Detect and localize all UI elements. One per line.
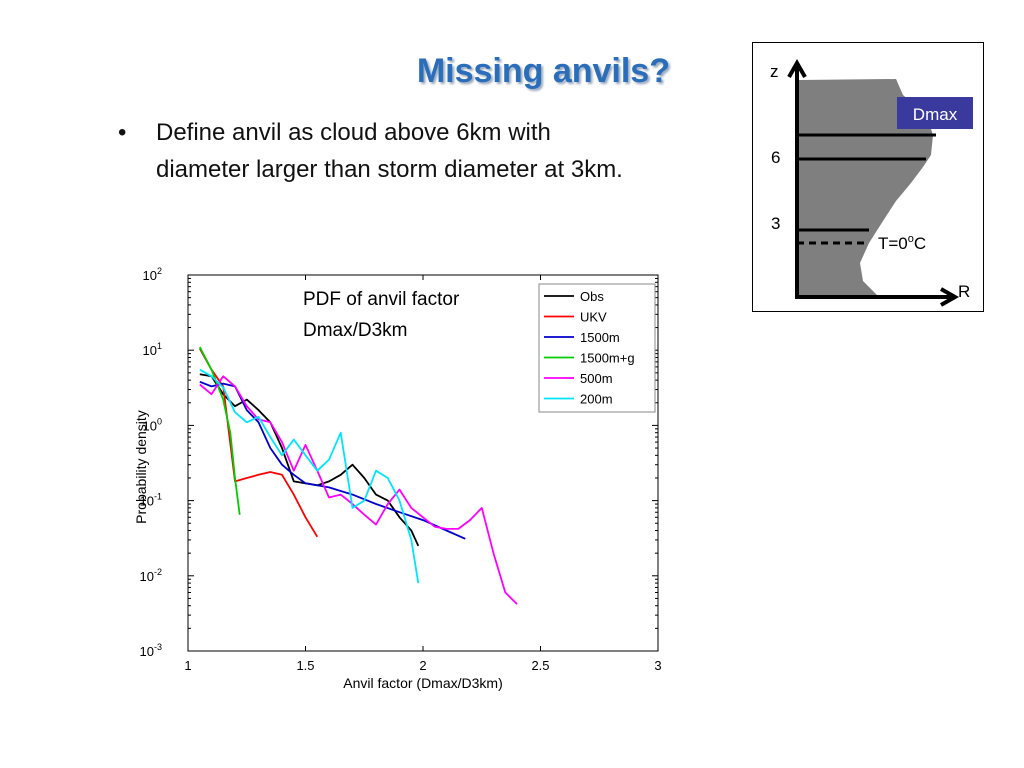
legend-box [538, 283, 656, 413]
y-tick-label: 10-3 [140, 642, 162, 659]
y-axis-label: Probability density [133, 410, 149, 524]
x-axis-label: Anvil factor (Dmax/D3km) [343, 675, 502, 691]
chart-series [199, 346, 518, 605]
r-axis-label: R [958, 282, 970, 301]
y-tick-exponent: 2 [157, 266, 162, 276]
y-tick-label: 10-1 [140, 492, 162, 509]
legend-label: 200m [580, 392, 613, 407]
freezing-level-label: T=0oC [878, 233, 926, 253]
x-tick-label: 2 [419, 658, 426, 673]
level-3-label: 3 [771, 214, 780, 233]
legend-label: Obs [580, 289, 604, 304]
y-tick-exponent: -2 [154, 567, 162, 577]
series-line-500m [199, 375, 518, 605]
y-tick-base: 10 [143, 418, 157, 433]
series-line-ukv [199, 348, 319, 538]
cloud-profile-shape [799, 79, 933, 295]
dmax-label: Dmax [913, 105, 958, 124]
z-axis-label: z [770, 62, 779, 81]
z-axis-arrowhead [787, 58, 807, 78]
y-tick-label: 100 [143, 416, 162, 433]
series-line-200m [199, 368, 420, 584]
y-tick-base: 10 [140, 569, 154, 584]
dmax-label-box [897, 97, 973, 129]
series-line-1500m [199, 380, 466, 540]
bullet-text: Define anvil as cloud above 6km with dia… [156, 119, 623, 183]
y-tick-base: 10 [143, 343, 157, 358]
y-tick-label: 101 [143, 341, 162, 358]
freezing-label-degree: o [908, 233, 914, 245]
legend-label: 1500m+g [580, 351, 635, 366]
chart-annotation-line1: PDF of anvil factor [303, 289, 460, 310]
anvil-schematic: Dmax z R 6 3 T=0oC [752, 42, 984, 312]
slide-title: Missing anvils? [416, 52, 670, 90]
legend-label: 500m [580, 371, 613, 386]
y-tick-exponent: 1 [157, 341, 162, 351]
x-tick-label: 3 [654, 658, 661, 673]
y-tick-exponent: -1 [154, 492, 162, 502]
r-axis-arrowhead [940, 287, 960, 307]
freezing-label-text: T=0 [878, 234, 908, 253]
series-line-1500m-g [199, 346, 241, 515]
x-tick-label: 1 [184, 658, 191, 673]
y-tick-exponent: 0 [157, 416, 162, 426]
x-tick-label: 2.5 [531, 658, 549, 673]
y-tick-exponent: -3 [154, 642, 162, 652]
freezing-label-unit: C [914, 234, 926, 253]
level-6-label: 6 [771, 148, 780, 167]
legend-label: 1500m [580, 330, 620, 345]
y-tick-base: 10 [143, 268, 157, 283]
y-tick-base: 10 [140, 644, 154, 659]
y-tick-base: 10 [140, 494, 154, 509]
y-tick-label: 10-2 [140, 567, 162, 584]
legend-label: UKV [580, 310, 607, 325]
bullet-point: • Define anvil as cloud above 6km with d… [118, 114, 638, 188]
x-tick-label: 1.5 [296, 658, 314, 673]
bullet-symbol: • [118, 119, 127, 146]
chart-annotation-line2: Dmax/D3km [303, 320, 408, 341]
y-tick-label: 102 [143, 266, 162, 283]
chart-legend: Obs UKV 1500m 1500m+g 500m 200m [538, 283, 656, 413]
